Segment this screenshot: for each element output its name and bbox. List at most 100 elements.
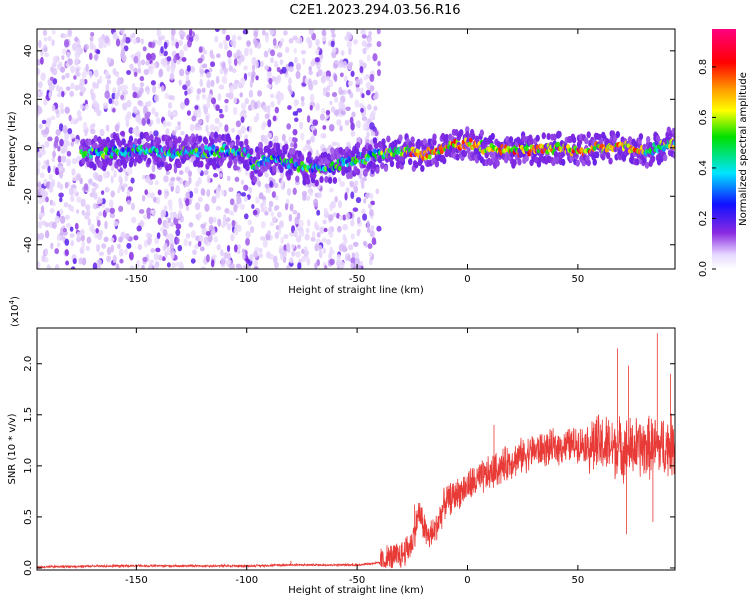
y-tick-label: 1.5 [23, 407, 34, 423]
spectrogram-cell [512, 159, 517, 167]
spectrogram-cell [98, 251, 105, 257]
spectrogram-cell [52, 150, 56, 158]
spectrogram-cell [37, 160, 41, 168]
spectrogram-cell [91, 181, 96, 187]
spectrogram-cell [349, 116, 354, 125]
spectrogram-cell [64, 249, 69, 256]
spectrogram-cell [40, 205, 45, 214]
spectrogram-cell [215, 29, 220, 33]
spectrogram-cell [87, 217, 92, 226]
spectrogram-cell [569, 155, 574, 163]
spectrogram-x-label: Height of straight line (km) [288, 285, 424, 296]
spectrogram-cell [220, 249, 224, 257]
spectrogram-cell [137, 243, 143, 251]
spectrogram-cell [215, 75, 220, 84]
spectrogram-cell [124, 248, 128, 256]
spectrogram-cell [49, 76, 54, 82]
spectrogram-cell [146, 157, 152, 165]
spectrogram-cell [140, 38, 145, 45]
spectrogram-cell [228, 263, 234, 269]
spectrogram-cell [146, 239, 152, 246]
spectrogram-cell [128, 135, 134, 143]
spectrogram-cell [156, 117, 161, 125]
spectrogram-cell [262, 121, 267, 128]
spectrogram-cell [114, 100, 119, 107]
spectrogram-cell [376, 69, 381, 77]
spectrogram-cell [287, 168, 293, 176]
spectrogram-cell [109, 237, 115, 242]
spectrogram-cell [341, 60, 348, 69]
spectrogram-cell [372, 148, 377, 154]
spectrogram-cell [226, 50, 233, 58]
spectrogram-cell [65, 72, 70, 79]
spectrogram-cell [356, 216, 361, 224]
spectrogram-cell [110, 163, 115, 172]
spectrogram-cell [185, 198, 190, 207]
spectrogram-cell [367, 203, 373, 209]
spectrogram-cell [274, 205, 280, 211]
spectrogram-cell [362, 176, 367, 182]
spectrogram-cell [262, 29, 266, 36]
y-tick-label: 2.0 [23, 356, 34, 372]
spectrogram-cell [264, 183, 270, 189]
spectrogram-cell [266, 132, 272, 139]
spectrogram-cell [337, 225, 342, 233]
spectrogram-cell [359, 167, 364, 175]
spectrogram-cell [306, 139, 311, 145]
spectrogram-cell [66, 150, 72, 157]
spectrogram-cell [54, 167, 59, 176]
spectrogram-y-label: Frequency (Hz) [7, 111, 18, 187]
spectrogram-cell [278, 247, 285, 255]
spectrogram-cell [225, 34, 231, 41]
spectrogram-cell [85, 245, 90, 251]
spectrogram-cell [517, 158, 522, 166]
spectrogram-cell [345, 212, 351, 220]
spectrogram-cell [132, 38, 137, 45]
spectrogram-cell [57, 145, 61, 152]
spectrogram-cell [104, 220, 108, 230]
spectrogram-cell [183, 238, 188, 247]
spectrogram-cell [106, 246, 112, 256]
spectrogram-cell [432, 138, 437, 146]
spectrogram-cell [108, 97, 113, 104]
spectrogram-cell [65, 223, 72, 228]
spectrogram-cell [141, 265, 145, 269]
spectrogram-cell [293, 142, 298, 149]
spectrogram-cell [179, 68, 185, 77]
spectrogram-cell [118, 236, 123, 243]
spectrogram-cell [74, 36, 79, 43]
spectrogram-cell [333, 96, 339, 103]
spectrogram-cell [295, 251, 301, 258]
spectrogram-cell [84, 43, 89, 51]
spectrogram-cell [94, 69, 99, 78]
snr-y-multiplier-base: (x10 [10, 304, 21, 327]
spectrogram-cell [67, 58, 72, 64]
spectrogram-cell [586, 131, 591, 139]
spectrogram-cell [398, 134, 403, 142]
spectrogram-cell [644, 161, 650, 169]
spectrogram-cell [72, 258, 77, 265]
spectrogram-cell [440, 132, 446, 140]
spectrogram-cell [50, 242, 54, 250]
spectrogram-cell [225, 217, 231, 222]
spectrogram-cell [166, 247, 171, 256]
spectrogram-cell [135, 114, 141, 123]
spectrogram-cell [37, 166, 40, 176]
spectrogram-cell [237, 35, 242, 41]
spectrogram-cell [68, 187, 74, 196]
spectrogram-cell [148, 41, 153, 48]
spectrogram-cell [74, 139, 80, 145]
spectrogram-cell [61, 90, 65, 98]
spectrogram-cell [268, 77, 273, 85]
spectrogram-cell [119, 131, 126, 136]
spectrogram-cell [89, 36, 94, 42]
spectrogram-cell [432, 133, 437, 141]
spectrogram-cell [148, 261, 153, 269]
spectrogram-cell [162, 228, 168, 237]
spectrogram-cell [156, 196, 161, 205]
spectrogram-cell [190, 258, 196, 264]
spectrogram-cell [217, 93, 222, 101]
spectrogram-cell [117, 140, 123, 148]
spectrogram-cell [96, 109, 102, 117]
spectrogram-cell [203, 106, 209, 115]
